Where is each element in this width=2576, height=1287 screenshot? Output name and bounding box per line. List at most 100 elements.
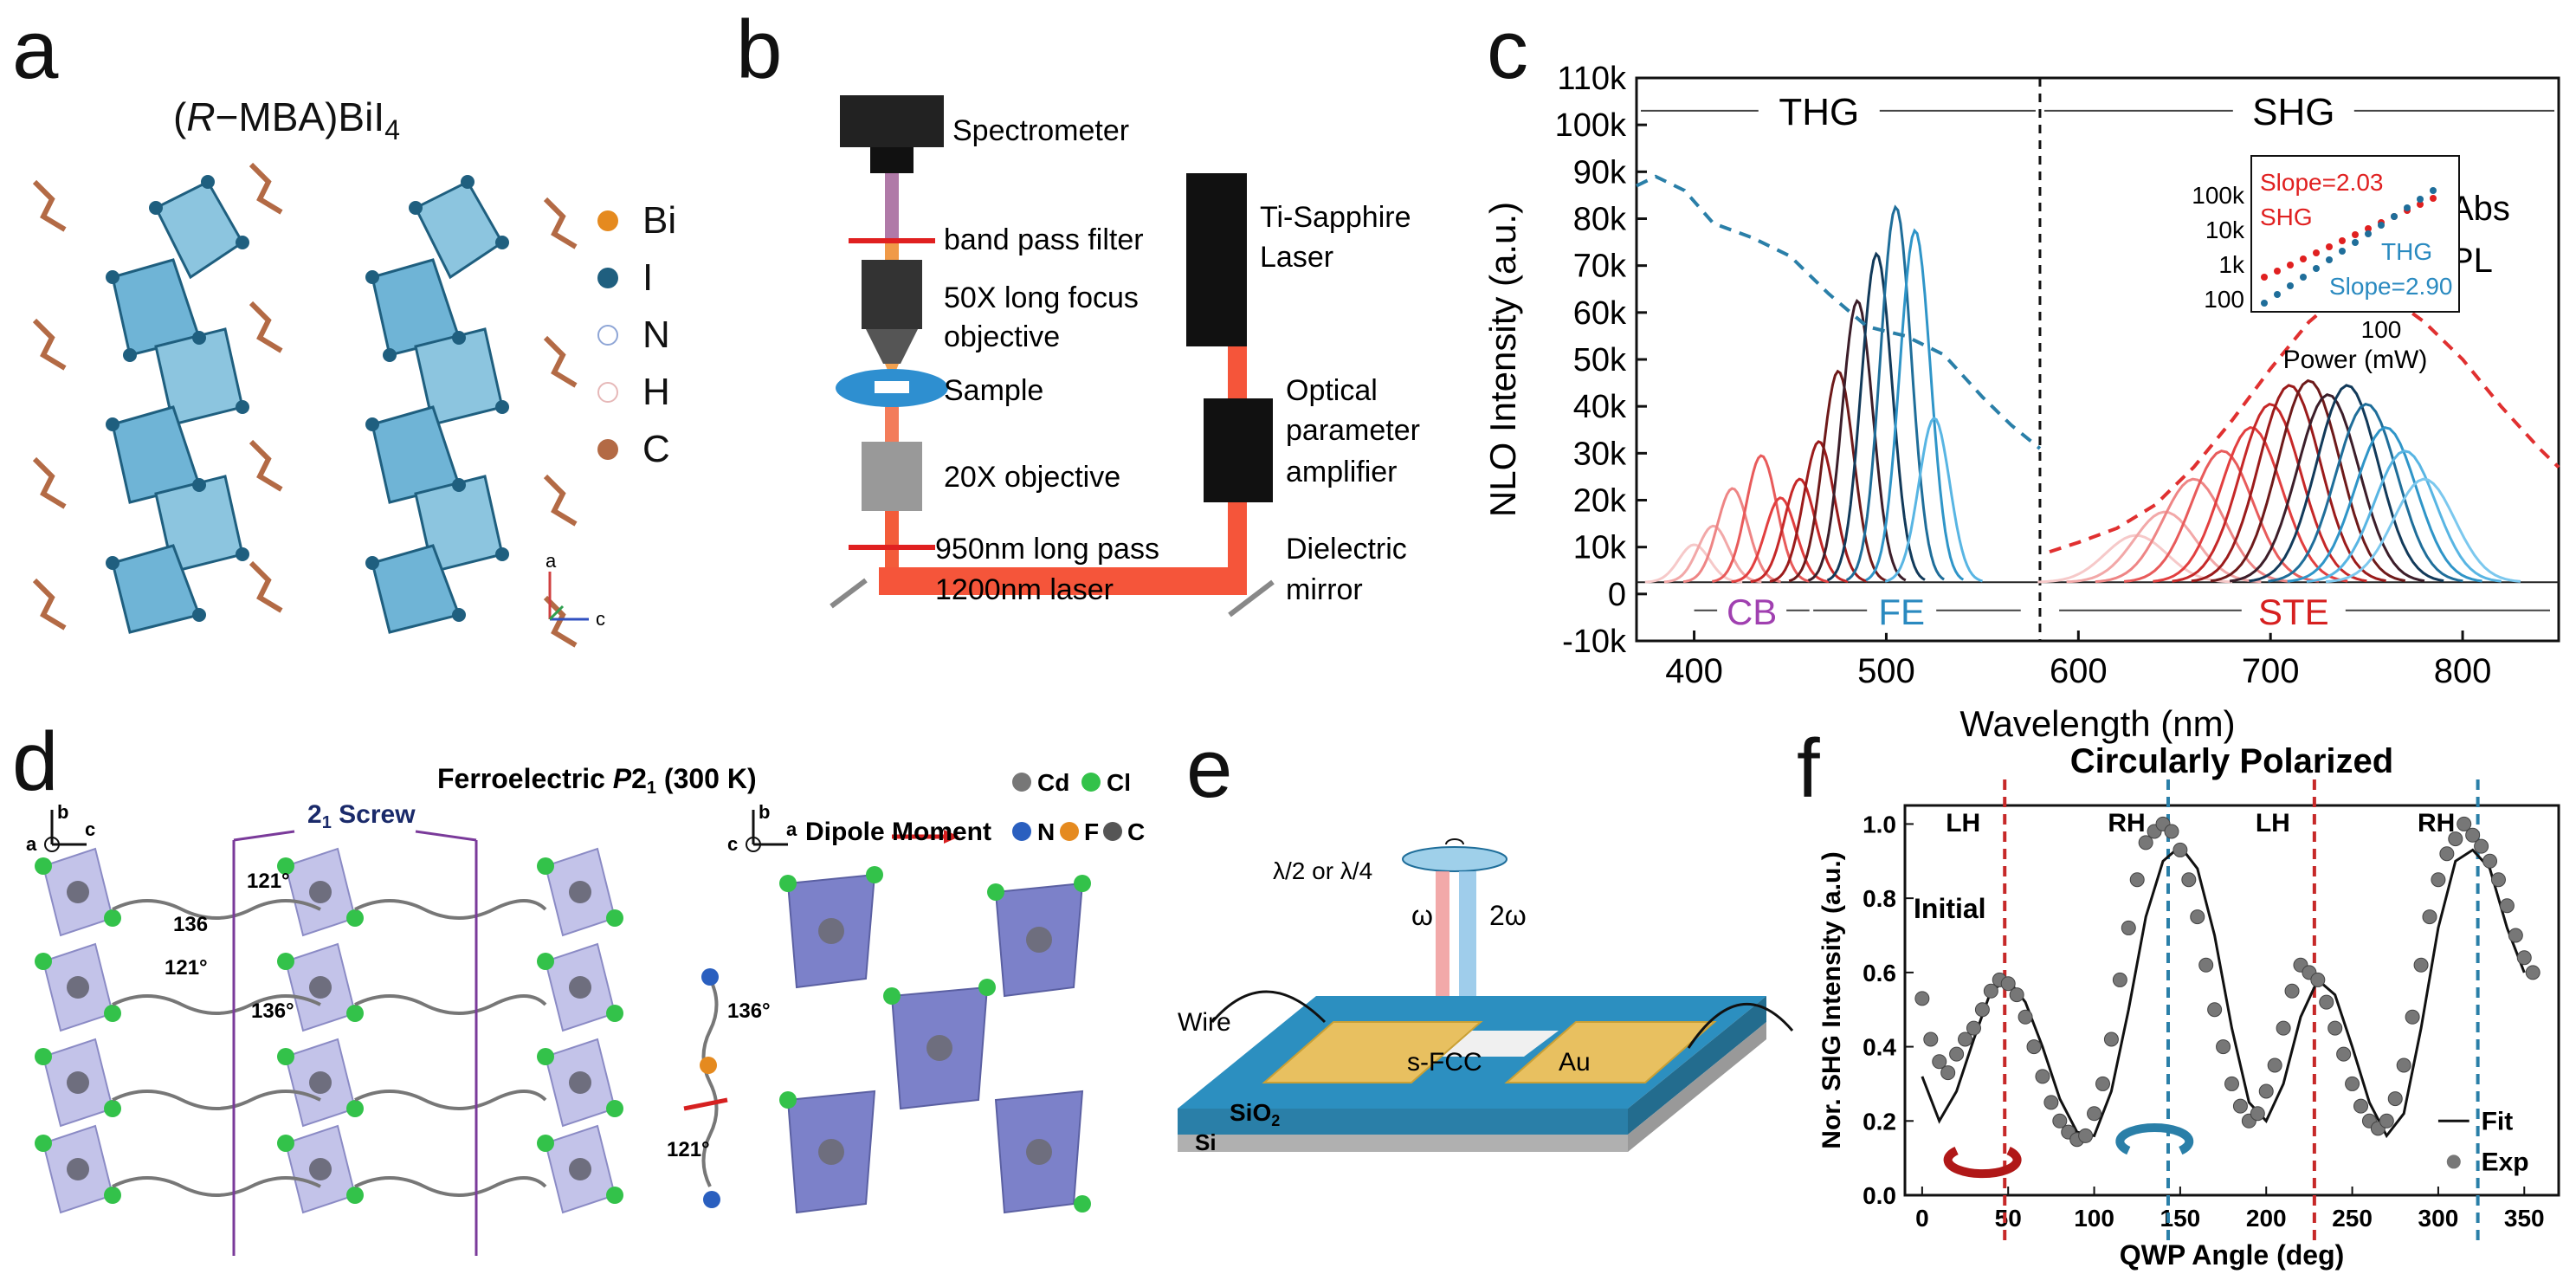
fe-label: FE bbox=[1878, 592, 1925, 632]
svg-text:F: F bbox=[1084, 818, 1099, 845]
panel-a-legend: Bi I N H C bbox=[597, 192, 676, 478]
octahedra-chain-left bbox=[111, 180, 244, 634]
h-atom-icon bbox=[597, 382, 618, 403]
exp-point bbox=[2387, 1091, 2403, 1107]
y-tick-label: 80k bbox=[1573, 202, 1627, 238]
legend-exp-label: Exp bbox=[2482, 1148, 2529, 1176]
waveplate bbox=[1402, 846, 1508, 872]
panel-d-label: d bbox=[12, 715, 59, 808]
y-axis-label: Nor. SHG Intensity (a.u.) bbox=[1817, 851, 1846, 1148]
x-tick-label: 50 bbox=[1995, 1205, 2022, 1232]
svg-text:121°: 121° bbox=[667, 1138, 710, 1161]
x-tick-label: 0 bbox=[1915, 1205, 1929, 1232]
exp-point bbox=[2026, 1039, 2042, 1055]
wire-left bbox=[1211, 990, 1327, 1024]
exp-point bbox=[2396, 1057, 2411, 1073]
shg-point bbox=[2313, 249, 2320, 256]
exp-point bbox=[2267, 1057, 2282, 1073]
exp-point bbox=[2413, 957, 2429, 973]
ferro-title: Ferroelectric P21 (300 K) bbox=[437, 763, 757, 798]
panel-e-label: e bbox=[1186, 722, 1233, 815]
axes-left: b a c bbox=[26, 801, 95, 855]
exp-point bbox=[2043, 1095, 2059, 1110]
x-tick-label: 800 bbox=[2434, 652, 2492, 690]
thg-point bbox=[2417, 196, 2424, 203]
exp-point bbox=[2258, 1083, 2274, 1099]
svg-text:SiO2: SiO2 bbox=[1230, 1099, 1280, 1129]
cl-atoms bbox=[35, 857, 623, 1204]
shg-point bbox=[2326, 243, 2333, 250]
exp-point bbox=[2405, 1009, 2420, 1025]
y-tick-label: 0.8 bbox=[1863, 885, 1896, 912]
y-tick-label: 70k bbox=[1573, 249, 1627, 285]
x-tick-label: 700 bbox=[2242, 652, 2300, 690]
svg-text:Cl: Cl bbox=[1107, 769, 1131, 796]
fe-label-bg bbox=[1867, 587, 1937, 633]
inset-xtick-label: 100 bbox=[2361, 316, 2402, 343]
exp-point bbox=[2439, 846, 2455, 862]
thg-peak bbox=[1865, 228, 1965, 582]
handedness-label: LH bbox=[1946, 809, 1980, 838]
shg-label-bg bbox=[2232, 86, 2354, 135]
shg-peak bbox=[2153, 425, 2348, 583]
inset-ytick-label: 1k bbox=[2218, 251, 2245, 278]
shg-label: SHG bbox=[2252, 91, 2334, 133]
y-tick-label: 0.6 bbox=[1863, 960, 1896, 986]
y-tick-label: 30k bbox=[1573, 436, 1627, 472]
abs-curve bbox=[1636, 174, 2042, 450]
inset-thg-label: THG bbox=[2381, 238, 2432, 265]
opa-box bbox=[1204, 398, 1273, 502]
cb-label-bg bbox=[1717, 587, 1787, 633]
shg-peak bbox=[2287, 425, 2482, 583]
thg-peak bbox=[1845, 204, 1945, 581]
svg-text:Sample: Sample bbox=[944, 374, 1043, 407]
svg-text:121°: 121° bbox=[165, 956, 208, 980]
shg-point bbox=[2417, 201, 2424, 208]
shg-point bbox=[2274, 268, 2281, 275]
svg-text:136°: 136° bbox=[251, 999, 294, 1023]
exp-point bbox=[2138, 835, 2153, 850]
thg-peak bbox=[1769, 440, 1868, 583]
exp-point bbox=[2095, 1076, 2110, 1091]
panel-f: Circularly Polarized 0.0 0.2 0.4 0.6 0.8 1.0 0 5… bbox=[1801, 736, 2576, 1283]
legend-exp-swatch bbox=[2446, 1154, 2461, 1169]
x-tick-label: 300 bbox=[2418, 1205, 2459, 1232]
x-tick-label: 150 bbox=[2160, 1205, 2201, 1232]
thg-label: THG bbox=[1779, 91, 1859, 133]
cl-atoms-right bbox=[779, 866, 1091, 1213]
right-mirror bbox=[1228, 579, 1275, 618]
x-tick-label: 400 bbox=[1665, 652, 1723, 690]
svg-text:Dipole Moment: Dipole Moment bbox=[805, 818, 991, 846]
thg-point bbox=[2313, 265, 2320, 272]
x-tick-label: 100 bbox=[2074, 1205, 2114, 1232]
exp-point bbox=[2232, 1098, 2248, 1114]
svg-text:Spectrometer: Spectrometer bbox=[952, 114, 1129, 147]
svg-text:Dielectric: Dielectric bbox=[1286, 533, 1407, 566]
svg-text:1200nm laser: 1200nm laser bbox=[935, 573, 1114, 606]
crystal-structure-a bbox=[32, 162, 578, 648]
shg-peak bbox=[2249, 384, 2444, 583]
exp-point bbox=[1923, 1032, 1939, 1047]
panel-d-legend: Cd Cl N F C bbox=[1012, 769, 1145, 845]
svg-text:Ti-Sapphire: Ti-Sapphire bbox=[1260, 201, 1411, 234]
svg-text:Laser: Laser bbox=[1260, 241, 1333, 274]
svg-text:λ/2 or λ/4: λ/2 or λ/4 bbox=[1273, 857, 1372, 884]
exp-point bbox=[2482, 853, 2498, 869]
i-atom-icon bbox=[597, 268, 618, 288]
thg-point bbox=[2300, 274, 2307, 281]
panel-a-title: (R−MBA)BiI4 bbox=[173, 94, 401, 146]
exp-point bbox=[2499, 898, 2515, 914]
exp-point bbox=[2319, 994, 2334, 1010]
y-tick-label: -10k bbox=[1562, 624, 1627, 660]
inset-ytick-label: 100 bbox=[2204, 286, 2244, 313]
axes-right: b c a bbox=[727, 801, 797, 855]
exp-point bbox=[2112, 972, 2127, 987]
svg-text:950nm long pass: 950nm long pass bbox=[935, 533, 1159, 566]
thg-point bbox=[2326, 256, 2333, 263]
thg-peak bbox=[1731, 496, 1830, 584]
panel-a: (R−MBA)BiI4 bbox=[0, 0, 779, 658]
exp-point bbox=[2516, 950, 2532, 966]
exp-point bbox=[2508, 928, 2523, 943]
exp-point bbox=[2431, 872, 2446, 888]
y-tick-label: 100k bbox=[1555, 107, 1627, 144]
